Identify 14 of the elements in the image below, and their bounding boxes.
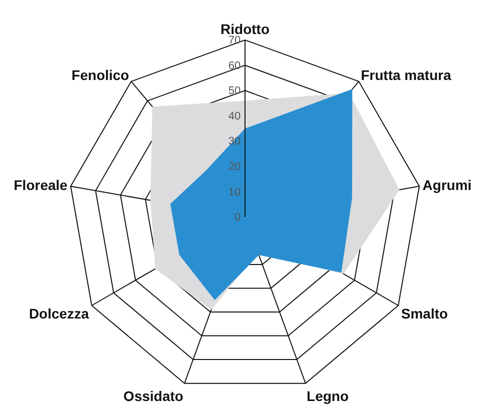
- spoke-label: Floreale: [14, 177, 68, 194]
- y-tick-label: 0: [234, 212, 241, 224]
- spoke-label: Agrumi: [422, 177, 472, 194]
- spoke-label: Frutta matura: [360, 66, 452, 83]
- spoke-label: Fenolico: [72, 66, 130, 83]
- y-tick-label: 20: [228, 161, 241, 174]
- y-tick-label: 60: [228, 60, 241, 72]
- spoke-label: Smalto: [401, 305, 448, 322]
- spoke-label: Legno: [306, 388, 349, 404]
- spoke-label: Ossidato: [123, 388, 184, 404]
- spoke-label: Dolcezza: [28, 305, 90, 322]
- y-tick-label: 10: [228, 186, 241, 198]
- spoke-label: Ridotto: [220, 20, 270, 37]
- y-tick-label: 40: [228, 110, 241, 122]
